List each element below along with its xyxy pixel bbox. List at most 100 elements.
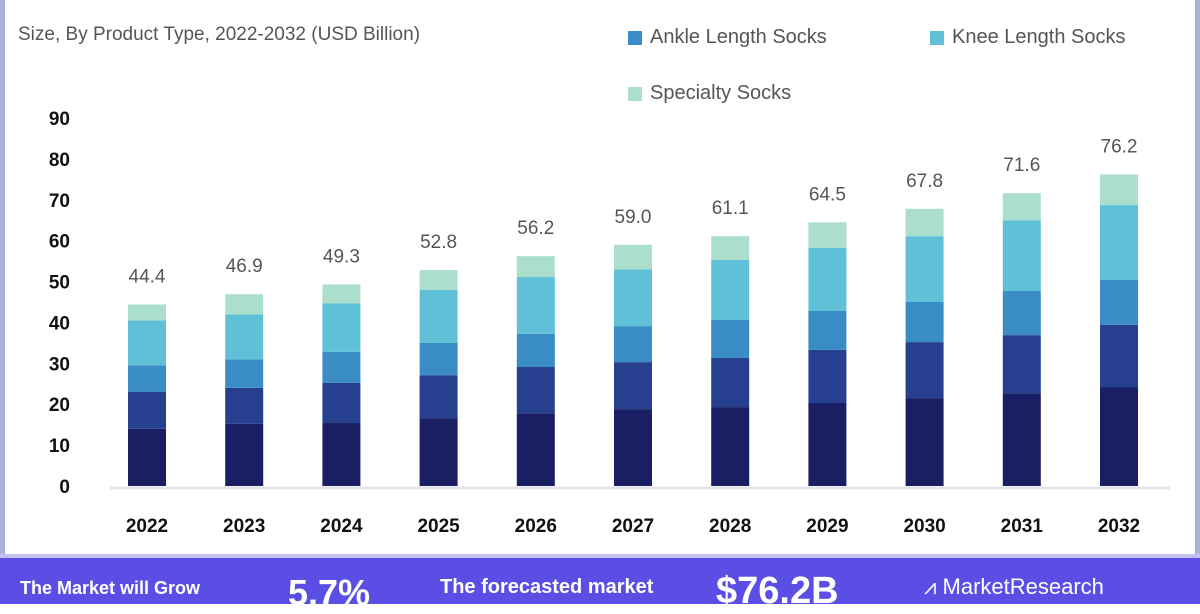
x-tick-label: 2026 bbox=[515, 516, 557, 537]
bar-segment bbox=[1002, 193, 1041, 221]
bar-segment bbox=[419, 270, 458, 290]
legend-specialty: Specialty Socks bbox=[628, 82, 791, 105]
bar-segment bbox=[225, 314, 264, 360]
bar-segment bbox=[614, 362, 652, 410]
y-tick-label: 70 bbox=[49, 191, 70, 212]
x-tick-label: 2023 bbox=[223, 516, 265, 537]
y-tick-label: 80 bbox=[49, 150, 70, 171]
chart-subtitle: Size, By Product Type, 2022-2032 (USD Bi… bbox=[18, 24, 421, 45]
footer-banner: The Market will Grow 5.7% The forecasted… bbox=[0, 554, 1200, 613]
bar-segment bbox=[419, 342, 458, 376]
stacked-bar-chart: 010203040506070809044.4202246.9202349.32… bbox=[49, 109, 1170, 537]
bar-segment bbox=[128, 365, 166, 392]
legend-label: Specialty Socks bbox=[650, 82, 792, 104]
bar-segment bbox=[128, 304, 166, 321]
total-label: 56.2 bbox=[517, 218, 554, 239]
bar-segment bbox=[905, 302, 944, 343]
bar-segment bbox=[1002, 220, 1041, 291]
bar-segment bbox=[1100, 174, 1138, 206]
legend-ankle: Ankle Length Socks bbox=[628, 26, 827, 49]
y-tick-label: 90 bbox=[49, 109, 70, 130]
bar-segment bbox=[322, 382, 361, 424]
x-tick-label: 2032 bbox=[1098, 516, 1140, 537]
total-label: 76.2 bbox=[1101, 136, 1138, 157]
legend-knee: Knee Length Socks bbox=[930, 26, 1125, 49]
x-tick-label: 2028 bbox=[709, 516, 751, 537]
bar-segment bbox=[808, 310, 847, 350]
bar-segment bbox=[1002, 290, 1041, 336]
bar-segment bbox=[808, 248, 847, 311]
legend-swatch bbox=[628, 30, 642, 45]
bar-segment bbox=[1100, 324, 1138, 388]
right-border bbox=[1195, 0, 1200, 560]
forecast-label: The forecasted market bbox=[440, 576, 654, 598]
total-label: 52.8 bbox=[420, 232, 457, 253]
bar-segment bbox=[808, 349, 847, 403]
legend-label: Knee Length Socks bbox=[952, 26, 1126, 48]
bar-segment bbox=[322, 423, 361, 486]
bar-segment bbox=[516, 367, 555, 414]
x-tick-label: 2029 bbox=[806, 516, 848, 537]
grow-label: The Market will Grow bbox=[20, 578, 201, 598]
bar-segment bbox=[711, 236, 750, 260]
y-tick-label: 60 bbox=[49, 232, 70, 253]
x-tick-label: 2022 bbox=[126, 516, 168, 537]
bar-segment bbox=[711, 358, 750, 408]
bar-segment bbox=[225, 294, 264, 315]
total-label: 71.6 bbox=[1003, 155, 1040, 176]
bar-segment bbox=[614, 269, 652, 327]
bar-segment bbox=[1100, 387, 1138, 486]
bar-segment bbox=[614, 244, 652, 270]
bar-segment bbox=[711, 319, 750, 359]
bar-segment bbox=[128, 428, 166, 486]
bar-segment bbox=[322, 351, 361, 383]
bar-segment bbox=[322, 284, 361, 304]
bar-segment bbox=[905, 398, 944, 486]
total-label: 67.8 bbox=[906, 171, 943, 192]
bar-segment bbox=[1100, 279, 1138, 325]
y-tick-label: 10 bbox=[49, 436, 70, 457]
y-tick-label: 30 bbox=[49, 354, 70, 375]
bar-segment bbox=[225, 359, 264, 388]
legend-label: Ankle Length Socks bbox=[650, 26, 827, 48]
bar-segment bbox=[614, 326, 652, 363]
forecast-value: $76.2B bbox=[716, 570, 839, 612]
left-border bbox=[0, 0, 5, 560]
total-label: 61.1 bbox=[712, 198, 749, 219]
bar-segment bbox=[225, 387, 264, 424]
bar-segment bbox=[1002, 393, 1041, 486]
bar-segment bbox=[1002, 335, 1041, 394]
total-label: 64.5 bbox=[809, 184, 846, 205]
bar-segment bbox=[128, 391, 166, 429]
total-label: 46.9 bbox=[226, 256, 263, 277]
bar-segment bbox=[225, 423, 264, 486]
bar-segment bbox=[808, 402, 847, 486]
bar-segment bbox=[419, 289, 458, 343]
bar-segment bbox=[516, 413, 555, 486]
brand-name: MarketResearch bbox=[942, 574, 1104, 599]
x-tick-label: 2030 bbox=[903, 516, 945, 537]
bar-segment bbox=[128, 320, 166, 366]
bar-segment bbox=[905, 342, 944, 399]
y-tick-label: 20 bbox=[49, 395, 70, 416]
bar-segment bbox=[711, 259, 750, 320]
y-tick-label: 50 bbox=[49, 273, 70, 294]
cagr-value: 5.7% bbox=[288, 572, 371, 613]
bar-segment bbox=[905, 208, 944, 237]
bar-segment bbox=[1100, 205, 1138, 280]
total-label: 59.0 bbox=[615, 207, 652, 228]
total-label: 49.3 bbox=[323, 246, 360, 267]
bar-segment bbox=[516, 256, 555, 278]
bar-segment bbox=[322, 303, 361, 352]
legend-swatch bbox=[930, 30, 944, 45]
bar-segment bbox=[905, 236, 944, 302]
bar-segment bbox=[516, 333, 555, 368]
total-label: 44.4 bbox=[129, 266, 166, 287]
bar-segment bbox=[808, 222, 847, 249]
x-tick-label: 2031 bbox=[1001, 516, 1044, 537]
legend-swatch bbox=[628, 86, 642, 101]
bar-segment bbox=[419, 375, 458, 419]
bar-segment bbox=[419, 418, 458, 486]
y-tick-label: 40 bbox=[49, 313, 70, 334]
brand-logo: ⩘ MarketResearch bbox=[924, 574, 1104, 599]
